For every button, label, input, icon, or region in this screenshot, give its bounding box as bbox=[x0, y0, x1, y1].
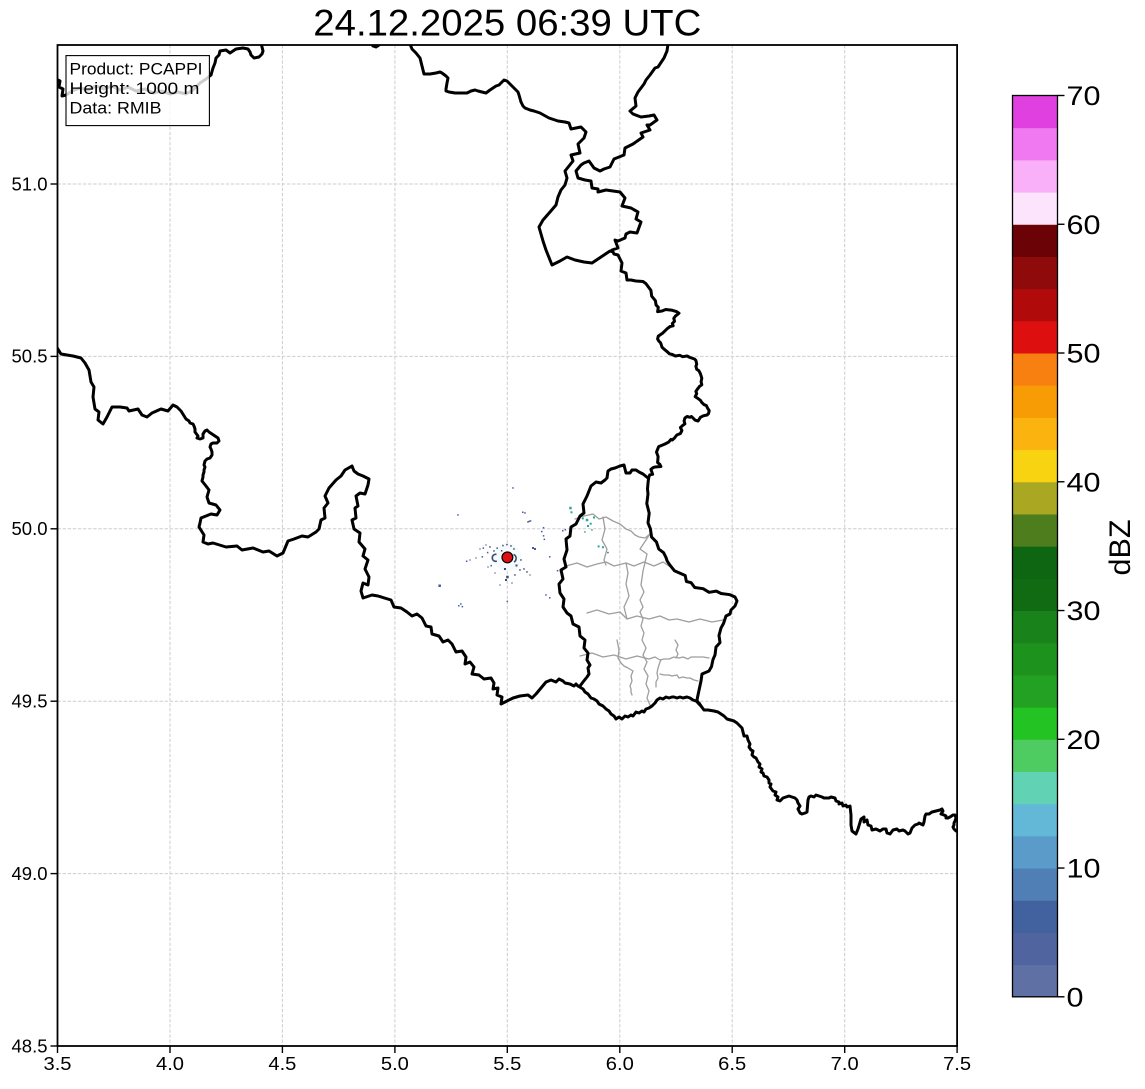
svg-text:49.0: 49.0 bbox=[12, 864, 48, 884]
svg-text:49.5: 49.5 bbox=[12, 692, 48, 712]
svg-text:10: 10 bbox=[1067, 854, 1101, 884]
svg-text:40: 40 bbox=[1067, 467, 1101, 497]
svg-text:48.5: 48.5 bbox=[12, 1036, 48, 1056]
svg-text:Height: 1000 m: Height: 1000 m bbox=[70, 80, 200, 98]
svg-text:30: 30 bbox=[1067, 596, 1101, 626]
svg-text:7.0: 7.0 bbox=[831, 1054, 859, 1074]
svg-text:50.5: 50.5 bbox=[12, 347, 48, 367]
svg-text:5.5: 5.5 bbox=[493, 1054, 521, 1074]
svg-text:60: 60 bbox=[1067, 210, 1101, 240]
svg-text:7.5: 7.5 bbox=[943, 1054, 971, 1074]
svg-text:50.0: 50.0 bbox=[12, 519, 48, 539]
svg-text:0: 0 bbox=[1067, 982, 1084, 1012]
svg-text:50: 50 bbox=[1067, 339, 1101, 369]
svg-text:6.0: 6.0 bbox=[606, 1054, 634, 1074]
svg-text:4.0: 4.0 bbox=[156, 1054, 184, 1074]
svg-text:dBZ: dBZ bbox=[1104, 520, 1137, 576]
svg-text:5.0: 5.0 bbox=[381, 1054, 409, 1074]
svg-text:4.5: 4.5 bbox=[268, 1054, 296, 1074]
svg-text:3.5: 3.5 bbox=[44, 1054, 72, 1074]
svg-text:70: 70 bbox=[1067, 81, 1101, 111]
svg-text:51.0: 51.0 bbox=[12, 174, 48, 194]
svg-text:24.12.2025 06:39 UTC: 24.12.2025 06:39 UTC bbox=[313, 3, 701, 44]
svg-text:Data: RMIB: Data: RMIB bbox=[70, 100, 162, 118]
svg-text:Product: PCAPPI: Product: PCAPPI bbox=[70, 61, 203, 79]
svg-text:6.5: 6.5 bbox=[718, 1054, 746, 1074]
svg-text:20: 20 bbox=[1067, 725, 1101, 755]
